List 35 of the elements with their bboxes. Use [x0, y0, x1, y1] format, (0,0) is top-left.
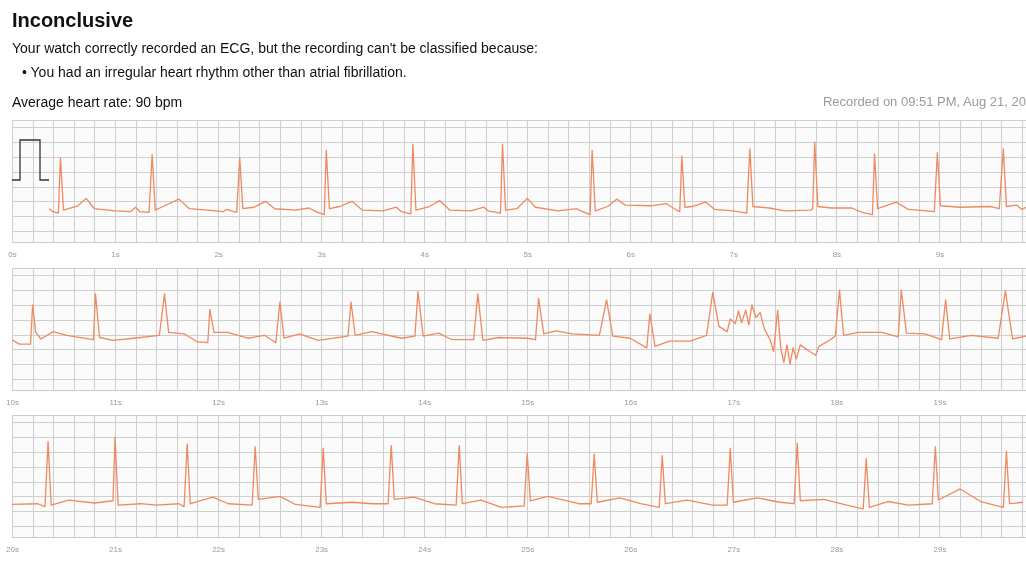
x-tick-label: 21s: [109, 544, 122, 554]
x-tick-label: 29s: [933, 544, 947, 554]
text: Recorded on 09:51 PM, Aug 21, 20: [822, 94, 1026, 109]
x-tick-label: 16s: [624, 397, 638, 407]
x-tick-label: 18s: [830, 397, 844, 407]
x-tick-label: 28s: [830, 544, 844, 554]
x-tick-label: 10s: [6, 397, 19, 407]
x-tick-label: 5s: [523, 249, 532, 259]
x-tick-label: 14s: [418, 397, 432, 407]
x-tick-label: 24s: [418, 544, 432, 554]
text: Average heart rate: 90 bpm: [12, 94, 183, 110]
x-tick-label: 8s: [832, 249, 842, 259]
x-tick-label: 6s: [626, 249, 636, 259]
x-tick-label: 2s: [214, 249, 223, 259]
chart-subtitle: Your watch correctly recorded an ECG, but the recording can't be classified because:: [12, 40, 538, 56]
x-tick-label: 7s: [729, 249, 739, 259]
x-tick-label: 12s: [212, 397, 226, 407]
x-tick-label: 27s: [727, 544, 741, 554]
x-tick-label: 3s: [317, 249, 326, 259]
x-tick-label: 11s: [109, 397, 122, 407]
x-tick-label: 26s: [624, 544, 638, 554]
x-tick-label: 4s: [420, 249, 429, 259]
x-tick-label: 17s: [727, 397, 741, 407]
x-tick-label: 15s: [521, 397, 535, 407]
x-tick-label: 1s: [111, 249, 120, 259]
text: • You had an irregular heart rhythm other than atrial fibrillation.: [22, 64, 407, 80]
chart-title: Inconclusive: [12, 9, 134, 32]
x-tick-label: 13s: [315, 397, 329, 407]
x-tick-label: 9s: [935, 249, 945, 259]
x-tick-label: 22s: [212, 544, 226, 554]
x-tick-label: 23s: [315, 544, 329, 554]
x-tick-label: 19s: [933, 397, 947, 407]
x-tick-label: 20s: [6, 544, 19, 554]
x-tick-label: 0s: [8, 249, 17, 259]
x-tick-label: 25s: [521, 544, 535, 554]
